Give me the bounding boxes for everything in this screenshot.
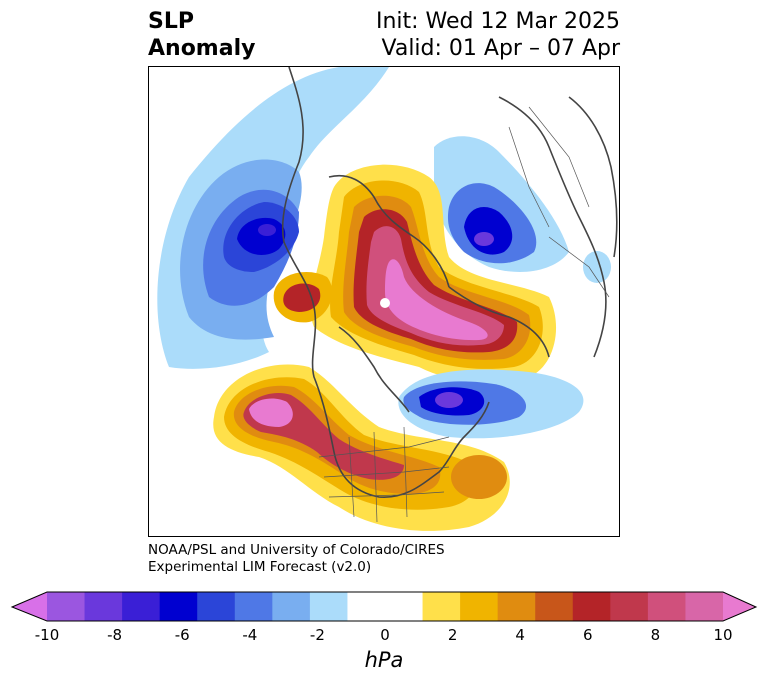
colorbar-outline — [10, 591, 758, 622]
colorbar-cell — [422, 592, 461, 621]
colorbar-ticks: -10 -8 -6 -4 -2 0 2 4 6 8 10 — [0, 626, 768, 648]
colorbar-cell — [572, 592, 611, 621]
colorbar-cells — [12, 592, 756, 621]
tick-label: -10 — [34, 626, 60, 644]
credit-line-2: Experimental LIM Forecast (v2.0) — [148, 559, 372, 575]
title-line-2: Anomaly — [148, 36, 256, 61]
colorbar-cell — [309, 592, 348, 621]
tick-label: 0 — [380, 626, 390, 644]
colorbar-unit: hPa — [364, 648, 404, 672]
colorbar-cell — [234, 592, 273, 621]
tick-label: -6 — [174, 626, 190, 644]
colorbar-cell — [159, 592, 198, 621]
credit-line-1: NOAA/PSL and University of Colorado/CIRE… — [148, 542, 445, 558]
colorbar-cell — [272, 592, 311, 621]
pos-anomaly-arctic-core — [385, 259, 488, 341]
tick-label: 8 — [650, 626, 661, 644]
colorbar-cell — [535, 592, 574, 621]
tick-label: 2 — [447, 626, 458, 644]
map-panel — [148, 66, 620, 537]
colorbar-extend-min — [12, 592, 47, 621]
colorbar-cell — [347, 592, 386, 621]
title-right: Init: Wed 12 Mar 2025 Valid: 01 Apr – 07… — [300, 8, 620, 62]
colorbar-cell — [460, 592, 499, 621]
borders — [318, 106, 610, 523]
colorbar-cell — [497, 592, 536, 621]
neg-anomaly-eurasia-center — [474, 232, 494, 246]
init-date: Init: Wed 12 Mar 2025 — [375, 9, 620, 34]
tick-label: 10 — [713, 626, 733, 644]
tick-label: -2 — [309, 626, 325, 644]
anomaly-map — [157, 67, 618, 531]
neg-anomaly-atlantic-center — [435, 392, 463, 408]
colorbar-cell — [610, 592, 649, 621]
colorbar-cell — [385, 592, 424, 621]
pole-marker — [380, 298, 390, 308]
valid-range: Valid: 01 Apr – 07 Apr — [381, 36, 621, 61]
title-left: SLP Anomaly — [148, 8, 348, 62]
tick-label: 6 — [583, 626, 593, 644]
colorbar-cell — [47, 592, 86, 621]
colorbar-cell — [685, 592, 724, 621]
colorbar-cell — [84, 592, 123, 621]
title-line-1: SLP — [148, 9, 194, 34]
colorbar-cell — [197, 592, 236, 621]
coastlines — [281, 67, 618, 498]
pos-anomaly-gulf-alaska-core — [283, 283, 321, 312]
pos-anomaly-us-core — [249, 398, 293, 427]
credit-text: NOAA/PSL and University of Colorado/CIRE… — [148, 542, 445, 576]
tick-label: -8 — [107, 626, 123, 644]
colorbar — [10, 591, 758, 622]
neg-anomaly-siberia-small — [583, 251, 611, 283]
colorbar-extend-max — [723, 592, 756, 621]
colorbar-cell — [122, 592, 161, 621]
tick-label: -4 — [242, 626, 258, 644]
tick-label: 4 — [515, 626, 525, 644]
colorbar-cell — [647, 592, 686, 621]
neg-anomaly-pacific-center — [258, 224, 276, 236]
pos-anomaly-southeast — [451, 455, 507, 499]
